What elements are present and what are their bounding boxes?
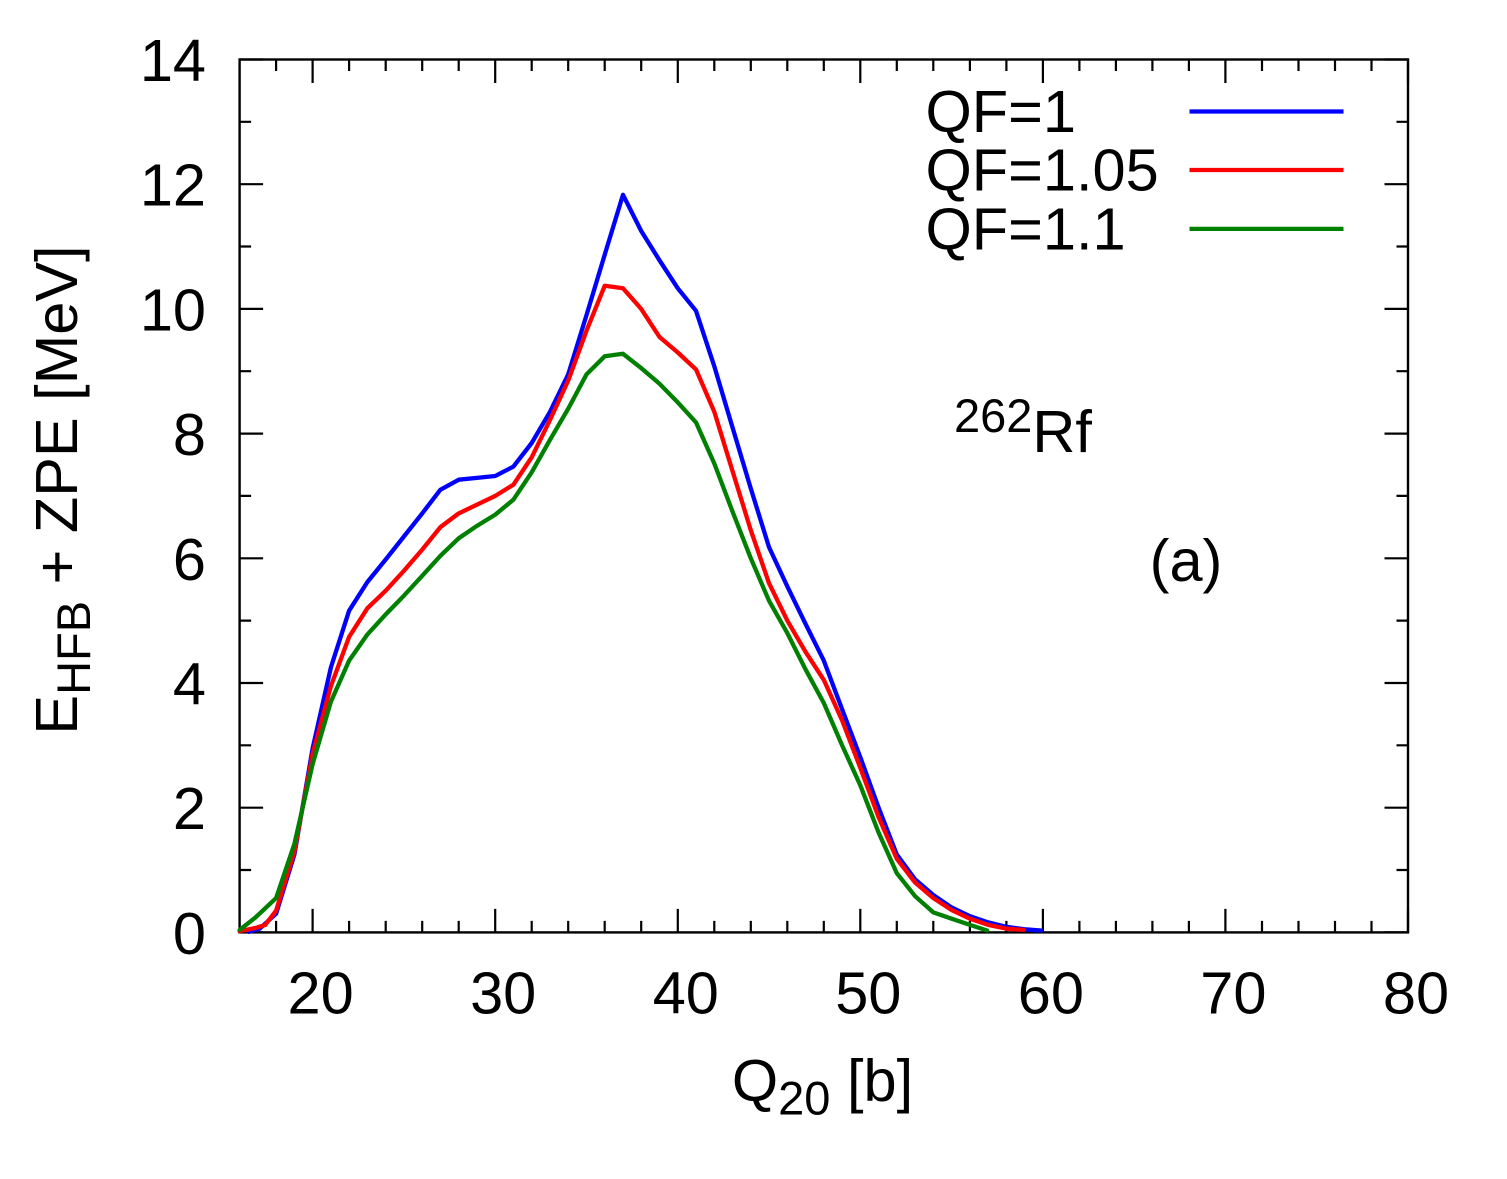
svg-text:80: 80 [1383,960,1449,1027]
svg-text:Q20 [b]: Q20 [b] [732,1047,913,1125]
svg-text:10: 10 [140,276,206,343]
svg-text:QF=1.1: QF=1.1 [926,196,1126,263]
svg-text:0: 0 [173,900,206,967]
svg-text:50: 50 [835,960,901,1027]
svg-text:70: 70 [1200,960,1266,1027]
svg-text:QF=1: QF=1 [926,78,1076,145]
svg-text:8: 8 [173,401,206,468]
svg-text:262Rf: 262Rf [954,389,1092,465]
svg-text:(a): (a) [1150,527,1223,594]
svg-text:40: 40 [653,960,719,1027]
svg-text:4: 4 [173,651,206,718]
svg-text:6: 6 [173,526,206,593]
svg-text:2: 2 [173,775,206,842]
svg-text:QF=1.05: QF=1.05 [926,137,1159,204]
svg-text:14: 14 [140,27,206,94]
svg-text:EHFB + ZPE [MeV]: EHFB + ZPE [MeV] [23,245,100,734]
svg-text:60: 60 [1018,960,1084,1027]
svg-text:20: 20 [288,960,354,1027]
svg-text:12: 12 [140,152,206,219]
svg-text:30: 30 [470,960,536,1027]
